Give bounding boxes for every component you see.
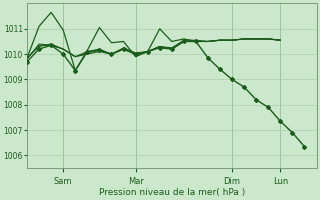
X-axis label: Pression niveau de la mer( hPa ): Pression niveau de la mer( hPa ) <box>99 188 245 197</box>
